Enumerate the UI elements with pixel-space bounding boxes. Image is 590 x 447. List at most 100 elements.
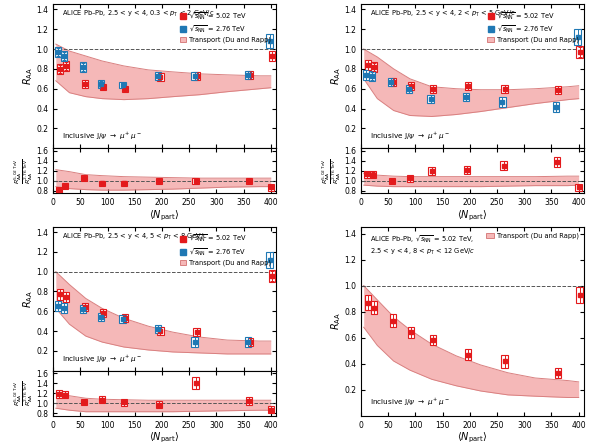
- X-axis label: $\langle N_{\rm part}\rangle$: $\langle N_{\rm part}\rangle$: [149, 208, 180, 223]
- Legend: $\sqrt{s_{\rm NN}}$ = 5.02 TeV, $\sqrt{s_{\rm NN}}$ = 2.76 TeV, Transport (Du an: $\sqrt{s_{\rm NN}}$ = 5.02 TeV, $\sqrt{s…: [486, 8, 581, 45]
- Bar: [408, 327, 414, 337]
- Bar: [575, 184, 582, 190]
- Bar: [122, 314, 128, 322]
- Bar: [390, 314, 396, 327]
- Text: Inclusive J/$\psi$ $\rightarrow$ $\mu^+\mu^-$: Inclusive J/$\psi$ $\rightarrow$ $\mu^+\…: [370, 397, 450, 408]
- Bar: [155, 72, 162, 80]
- Bar: [55, 47, 61, 57]
- Bar: [365, 60, 371, 70]
- Y-axis label: $R_{\rm AA}$: $R_{\rm AA}$: [21, 67, 35, 85]
- Y-axis label: $\frac{R_{\rm AA}^{5.02\,{\rm TeV}}}{R_{\rm AA}^{2.76\,{\rm TeV}}}$: $\frac{R_{\rm AA}^{5.02\,{\rm TeV}}}{R_{…: [13, 380, 35, 406]
- Bar: [245, 71, 251, 79]
- Text: ALICE Pb–Pb, 2.5 < y < 4, 0.3 < $p_{\rm T}$ < 2 GeV/c: ALICE Pb–Pb, 2.5 < y < 4, 0.3 < $p_{\rm …: [62, 9, 214, 19]
- Legend: $\sqrt{s_{\rm NN}}$ = 5.02 TeV, $\sqrt{s_{\rm NN}}$ = 2.76 TeV, Transport (Du an: $\sqrt{s_{\rm NN}}$ = 5.02 TeV, $\sqrt{s…: [178, 8, 273, 45]
- Bar: [407, 175, 413, 181]
- Bar: [363, 171, 371, 177]
- X-axis label: $\langle N_{\rm part}\rangle$: $\langle N_{\rm part}\rangle$: [457, 431, 488, 445]
- Bar: [157, 73, 163, 81]
- Bar: [371, 62, 378, 72]
- Bar: [268, 270, 275, 282]
- Bar: [120, 181, 127, 186]
- Text: ALICE Pb–Pb, 2.5 < y < 4, 5 < $p_{\rm T}$ < 8 GeV/c: ALICE Pb–Pb, 2.5 < y < 4, 5 < $p_{\rm T}…: [62, 232, 208, 241]
- Bar: [389, 177, 395, 184]
- Bar: [100, 309, 106, 317]
- Y-axis label: $R_{\rm AA}$: $R_{\rm AA}$: [329, 67, 343, 85]
- Y-axis label: $\frac{R_{\rm AA}^{5.02\,{\rm TeV}}}{R_{\rm AA}^{2.76\,{\rm TeV}}}$: $\frac{R_{\rm AA}^{5.02\,{\rm TeV}}}{R_{…: [13, 158, 35, 184]
- Bar: [99, 396, 106, 403]
- Bar: [82, 304, 88, 311]
- Bar: [363, 70, 369, 80]
- Bar: [500, 161, 507, 170]
- Bar: [157, 327, 163, 335]
- Bar: [246, 397, 253, 405]
- Bar: [80, 62, 86, 72]
- Bar: [61, 304, 67, 313]
- Bar: [553, 157, 560, 167]
- Bar: [120, 315, 126, 323]
- Bar: [267, 406, 274, 413]
- Bar: [194, 328, 200, 336]
- Bar: [63, 292, 70, 303]
- Bar: [191, 72, 198, 80]
- Y-axis label: $\frac{R_{\rm AA}^{5.02\,{\rm TeV}}}{R_{\rm AA}^{2.76\,{\rm TeV}}}$: $\frac{R_{\rm AA}^{5.02\,{\rm TeV}}}{R_{…: [320, 158, 343, 184]
- Bar: [390, 78, 396, 86]
- Bar: [574, 29, 581, 45]
- Y-axis label: $R_{\rm AA}$: $R_{\rm AA}$: [21, 290, 35, 308]
- Bar: [100, 84, 106, 90]
- Legend: Transport (Du and Rapp): Transport (Du and Rapp): [484, 230, 581, 241]
- Bar: [267, 184, 274, 190]
- Text: ALICE Pb–Pb, 2.5 < y < 4, 2 < $p_{\rm T}$ < 5 GeV/c: ALICE Pb–Pb, 2.5 < y < 4, 2 < $p_{\rm T}…: [370, 9, 516, 19]
- Text: Inclusive J/$\psi$ $\rightarrow$ $\mu^+\mu^-$: Inclusive J/$\psi$ $\rightarrow$ $\mu^+\…: [62, 131, 142, 143]
- Bar: [555, 367, 561, 378]
- Bar: [369, 71, 375, 81]
- Bar: [247, 71, 253, 79]
- Bar: [156, 177, 162, 184]
- Bar: [370, 171, 376, 178]
- Bar: [63, 61, 70, 71]
- Bar: [268, 51, 275, 61]
- Bar: [81, 175, 87, 181]
- Bar: [428, 167, 435, 175]
- Bar: [427, 95, 434, 103]
- Bar: [576, 46, 583, 58]
- Bar: [463, 93, 469, 101]
- Bar: [192, 177, 199, 184]
- X-axis label: $\langle N_{\rm part}\rangle$: $\langle N_{\rm part}\rangle$: [457, 208, 488, 223]
- Bar: [57, 288, 64, 300]
- Bar: [99, 181, 106, 186]
- Bar: [155, 325, 162, 333]
- Bar: [553, 101, 559, 111]
- Y-axis label: $R_{\rm AA}$: $R_{\rm AA}$: [329, 312, 343, 330]
- Bar: [82, 80, 88, 88]
- Bar: [576, 287, 583, 303]
- Bar: [465, 82, 471, 90]
- Bar: [405, 85, 412, 93]
- Bar: [267, 34, 273, 48]
- Bar: [267, 252, 273, 268]
- Bar: [555, 86, 561, 94]
- Bar: [98, 313, 104, 321]
- Bar: [502, 85, 508, 93]
- Bar: [55, 301, 61, 311]
- Bar: [156, 401, 162, 408]
- Bar: [81, 399, 87, 405]
- Bar: [365, 295, 371, 310]
- Bar: [191, 337, 198, 347]
- Bar: [122, 86, 128, 92]
- X-axis label: $\langle N_{\rm part}\rangle$: $\langle N_{\rm part}\rangle$: [149, 431, 180, 445]
- Bar: [194, 72, 200, 80]
- Bar: [408, 82, 414, 90]
- Bar: [502, 354, 508, 367]
- Bar: [245, 337, 251, 347]
- Bar: [465, 350, 471, 360]
- Bar: [56, 187, 63, 193]
- Bar: [247, 338, 253, 346]
- Text: Inclusive J/$\psi$ $\rightarrow$ $\mu^+\mu^-$: Inclusive J/$\psi$ $\rightarrow$ $\mu^+\…: [62, 354, 142, 365]
- Bar: [192, 377, 199, 389]
- Bar: [62, 183, 68, 189]
- Bar: [371, 301, 378, 314]
- Bar: [80, 305, 86, 313]
- Bar: [388, 78, 394, 86]
- Bar: [246, 177, 253, 184]
- Bar: [120, 82, 126, 88]
